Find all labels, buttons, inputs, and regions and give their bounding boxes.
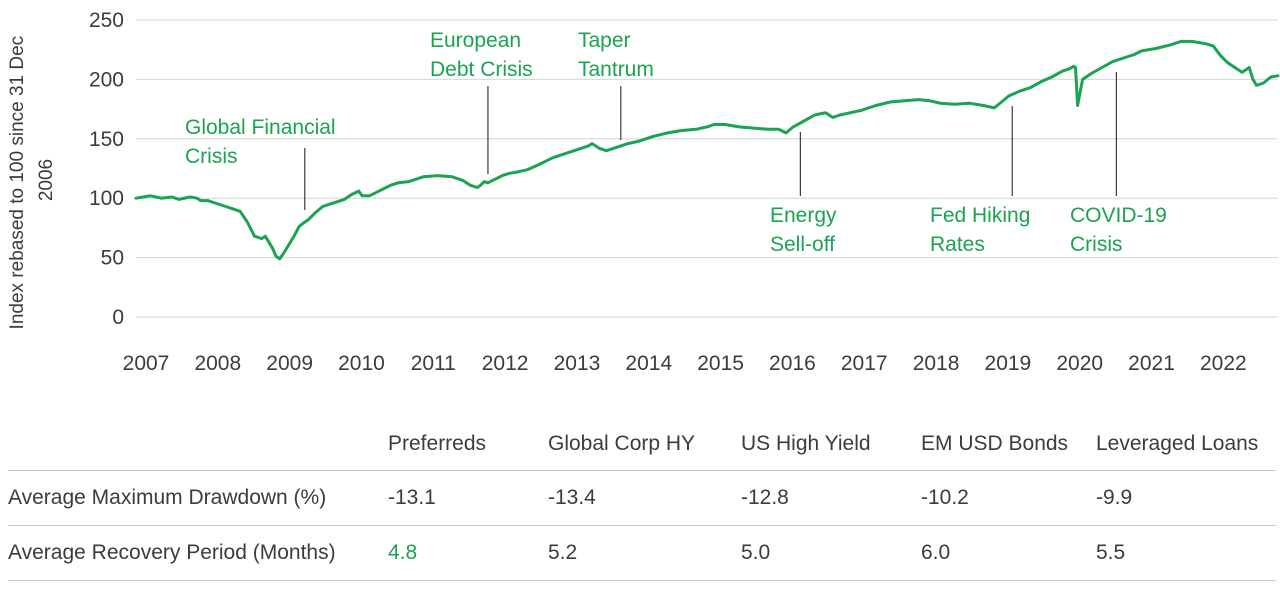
cell-value: 5.5 [1096, 525, 1276, 581]
table-header-row: Preferreds Global Corp HY US High Yield … [8, 418, 1276, 471]
x-tick-label: 2014 [625, 352, 672, 375]
annotation-label-line: Rates [930, 233, 985, 256]
header-leveraged-loans: Leveraged Loans [1096, 432, 1259, 455]
annotations: Global Financial Crisis European Debt Crisi… [185, 29, 1167, 256]
x-tick-label: 2012 [482, 352, 529, 375]
cell-value: -9.9 [1096, 470, 1276, 526]
annotation-label: Energy Sell-off [770, 204, 837, 256]
x-tick-label: 2008 [194, 352, 241, 375]
row-label: Average Recovery Period (Months) [8, 525, 388, 581]
x-tick-label: 2016 [769, 352, 816, 375]
annotation-label: Global Financial Crisis [185, 116, 336, 168]
y-tick-label: 200 [89, 68, 124, 91]
x-tick-label: 2019 [985, 352, 1032, 375]
annotation-label-line: Fed Hiking [930, 204, 1030, 227]
x-axis-ticks: 2007 2008 2009 2010 2011 2012 2013 2014 2015 2016… [123, 352, 1247, 375]
x-tick-label: 2011 [411, 352, 456, 375]
cell-value: 5.0 [741, 525, 921, 581]
annotation-label-line: Energy [770, 204, 837, 227]
annotation-label-line: Tantrum [578, 58, 654, 81]
cell-value: -13.4 [548, 470, 741, 526]
cell-value: -13.1 [388, 470, 548, 526]
gridlines [136, 19, 1278, 318]
x-tick-label: 2015 [697, 352, 744, 375]
y-tick-label: 0 [112, 306, 124, 329]
x-tick-label: 2013 [554, 352, 601, 375]
cell-value: 6.0 [921, 525, 1096, 581]
y-axis-label: Index rebased to 100 since 31 Dec 2006 [7, 31, 57, 330]
x-tick-label: 2010 [338, 352, 385, 375]
annotation-label-line: COVID-19 [1070, 204, 1167, 227]
annotation-label: Fed Hiking Rates [930, 204, 1030, 256]
annotation-label: COVID-19 Crisis [1070, 204, 1167, 256]
row-label: Average Maximum Drawdown (%) [8, 470, 388, 526]
annotation-label-line: Crisis [185, 145, 238, 168]
annotation-label-line: Debt Crisis [430, 58, 533, 81]
header-blank [8, 418, 388, 471]
annotation-label-line: Taper [578, 29, 631, 52]
cell-value: -12.8 [741, 470, 921, 526]
annotation-label-line: Sell-off [770, 233, 835, 256]
x-tick-label: 2017 [841, 352, 888, 375]
y-tick-label: 50 [101, 247, 124, 270]
x-tick-label: 2020 [1056, 352, 1103, 375]
y-axis-ticks: 0 50 100 150 200 250 [89, 9, 124, 329]
drawdown-table: Preferreds Global Corp HY US High Yield … [8, 418, 1276, 581]
table-row: Average Maximum Drawdown (%) -13.1 -13.4… [8, 470, 1276, 526]
y-axis-label-line-1: Index rebased to 100 since 31 Dec [7, 36, 28, 330]
annotation-label-line: European [430, 29, 521, 52]
x-tick-label: 2022 [1200, 352, 1247, 375]
x-tick-label: 2018 [913, 352, 960, 375]
cell-value: -10.2 [921, 470, 1096, 526]
series-line-index [134, 39, 1280, 261]
line-chart: 0 50 100 150 200 250 2007 2008 2009 2010 2011 2012… [7, 9, 1280, 375]
table-row: Average Recovery Period (Months) 4.8 5.2… [8, 525, 1276, 581]
header-global-corp-hy: Global Corp HY [548, 432, 696, 455]
cell-value-highlight: 4.8 [388, 525, 548, 581]
annotation-leaders [304, 72, 1117, 210]
header-em-usd-bonds: EM USD Bonds [921, 432, 1069, 455]
x-tick-label: 2021 [1128, 352, 1175, 375]
annotation-label: Taper Tantrum [578, 29, 654, 81]
annotation-label-line: Global Financial [185, 116, 336, 139]
header-us-high-yield: US High Yield [741, 432, 871, 455]
y-tick-label: 100 [89, 187, 124, 210]
cell-value: 5.2 [548, 525, 741, 581]
annotation-label-line: Crisis [1070, 233, 1123, 256]
header-preferreds: Preferreds [388, 432, 487, 455]
x-tick-label: 2007 [123, 352, 170, 375]
y-tick-label: 150 [89, 128, 124, 151]
x-tick-label: 2009 [266, 352, 313, 375]
y-axis-label-line-2: 2006 [36, 159, 57, 201]
y-tick-label: 250 [89, 9, 124, 32]
annotation-label: European Debt Crisis [430, 29, 533, 81]
